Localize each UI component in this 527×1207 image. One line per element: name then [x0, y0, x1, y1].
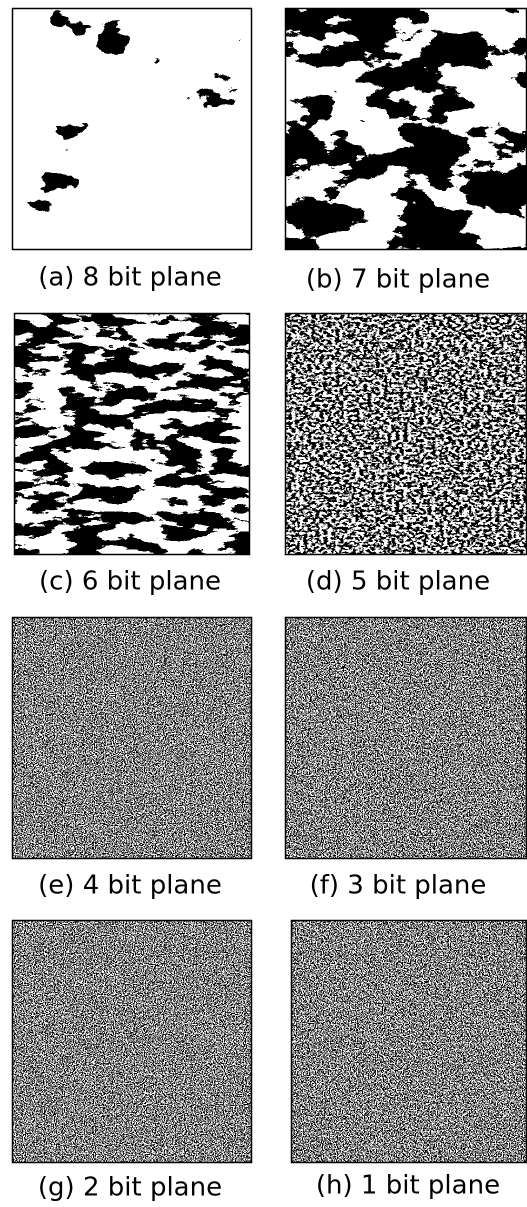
- caption: (e) 4 bit plane: [38, 871, 222, 901]
- page: (a) 8 bit plane (b) 7 bit plane (c) 6 bit …: [0, 0, 527, 1207]
- caption: (f) 3 bit plane: [310, 871, 487, 901]
- caption: (c) 6 bit plane: [39, 567, 221, 597]
- caption: (h) 1 bit plane: [316, 1171, 500, 1201]
- bit-plane-image: [12, 920, 252, 1163]
- bit-plane-image: [14, 313, 250, 555]
- figure: (a) 8 bit plane (b) 7 bit plane (c) 6 bit …: [0, 0, 527, 1207]
- bit-plane-image: [285, 617, 527, 859]
- bit-plane-image: [285, 313, 527, 555]
- caption: (a) 8 bit plane: [38, 263, 222, 293]
- caption: (d) 5 bit plane: [306, 567, 490, 597]
- bit-plane-image: [291, 920, 527, 1163]
- bit-plane-image: [12, 8, 252, 250]
- bit-plane-image: [12, 617, 252, 859]
- caption: (g) 2 bit plane: [38, 1173, 222, 1203]
- caption: (b) 7 bit plane: [306, 265, 490, 295]
- bit-plane-image: [285, 8, 527, 250]
